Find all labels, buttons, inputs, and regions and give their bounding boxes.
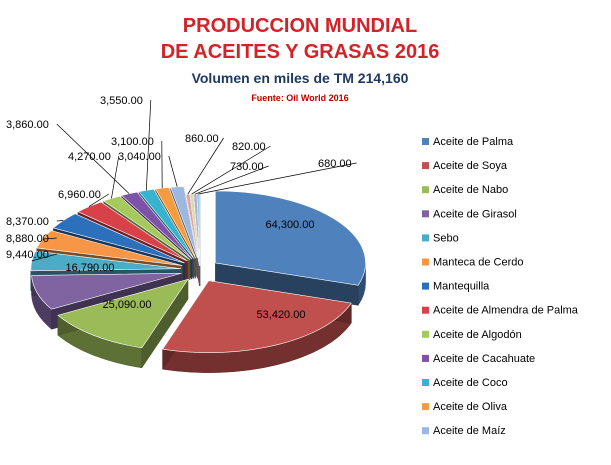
leader-line <box>111 155 120 199</box>
legend-item: Aceite de Soya <box>422 160 508 172</box>
leader-line <box>168 155 178 187</box>
legend-label: Aceite de Coco <box>433 377 508 389</box>
data-label: 4,270.00 <box>68 151 111 163</box>
legend-swatch <box>422 186 429 194</box>
legend-swatch <box>422 282 429 290</box>
legend-label: Aceite de Oliva <box>433 401 508 413</box>
legend-swatch <box>422 138 429 145</box>
legend-swatch <box>422 210 429 218</box>
chart-subtitle: Volumen en miles de TM 214,160 <box>192 70 409 86</box>
legend-label: Aceite de Nabo <box>433 184 508 196</box>
pie-slice <box>215 190 366 307</box>
legend-item: Aceite de Cacahuate <box>422 353 535 365</box>
chart-title-line1: PRODUCCION MUNDIAL <box>183 15 417 37</box>
legend-item: Aceite de Palma <box>422 136 514 148</box>
legend-swatch <box>422 354 429 362</box>
legend-swatch <box>422 427 429 435</box>
legend-swatch <box>422 234 429 242</box>
data-label: 25,090.00 <box>103 299 152 311</box>
data-label: 680.00 <box>318 158 352 170</box>
legend-swatch <box>422 379 429 386</box>
legend-swatch <box>422 162 429 170</box>
leader-line <box>187 137 224 195</box>
legend-label: Sebo <box>433 232 459 244</box>
data-label: 860.00 <box>185 133 219 145</box>
data-labels: 64,300.00 53,420.00 25,090.00 16,790.00 9,44… <box>6 95 352 321</box>
data-label: 64,300.00 <box>266 219 315 231</box>
data-label: 730.00 <box>230 161 264 173</box>
leader-line <box>31 253 57 262</box>
data-label: 3,860.00 <box>6 119 49 131</box>
data-label: 3,100.00 <box>111 136 154 148</box>
data-label: 3,550.00 <box>100 95 143 107</box>
legend-swatch <box>422 306 429 314</box>
legend-label: Mantequilla <box>433 281 490 293</box>
legend-item: Sebo <box>422 232 459 244</box>
legend-label: Aceite de Algodón <box>433 329 522 341</box>
legend-item: Aceite de Nabo <box>422 184 508 196</box>
legend-swatch <box>422 330 429 338</box>
data-label: 8,880.00 <box>6 233 49 245</box>
chart-title-line2: DE ACEITES Y GRASAS 2016 <box>161 41 440 63</box>
leader-line <box>56 123 130 194</box>
legend-item: Aceite de Girasol <box>422 208 517 220</box>
leader-line <box>42 237 57 240</box>
leader-line <box>198 162 357 195</box>
legend-item: Aceite de Algodón <box>422 329 522 341</box>
legend-label: Aceite de Cacahuate <box>433 353 535 365</box>
leader-line <box>195 165 269 195</box>
leader-line <box>88 193 109 207</box>
data-label: 53,420.00 <box>257 309 306 321</box>
legend-item: Aceite de Maíz <box>422 425 506 437</box>
pie-slice <box>162 279 352 373</box>
legend-label: Aceite de Soya <box>433 160 508 172</box>
data-label: 8,370.00 <box>6 216 49 228</box>
leader-line <box>191 145 271 195</box>
legend-item: Aceite de Almendra de Palma <box>422 305 579 317</box>
data-label: 16,790.00 <box>66 262 115 274</box>
legend-label: Aceite de Palma <box>433 136 514 148</box>
data-label: 6,960.00 <box>58 189 101 201</box>
legend-item: Aceite de Oliva <box>422 401 508 413</box>
chart-source: Fuente: Oil World 2016 <box>251 93 348 103</box>
legend: Aceite de Palma Aceite de Soya Aceite de N… <box>422 136 579 437</box>
data-label: 820.00 <box>232 141 266 153</box>
pie-slices <box>30 186 366 373</box>
leader-line <box>56 220 64 222</box>
legend-swatch <box>422 403 429 411</box>
leader-lines <box>31 99 357 262</box>
data-label: 3,040.00 <box>118 151 161 163</box>
legend-item: Mantequilla <box>422 281 490 293</box>
legend-label: Aceite de Maíz <box>433 425 506 437</box>
legend-item: Aceite de Coco <box>422 377 508 389</box>
legend-label: Manteca de Cerdo <box>433 257 524 269</box>
pie-slice <box>57 278 189 369</box>
legend-label: Aceite de Girasol <box>433 208 517 220</box>
legend-label: Aceite de Almendra de Palma <box>433 305 579 317</box>
legend-swatch <box>422 258 429 266</box>
leader-line <box>145 99 152 191</box>
data-label: 9,440.00 <box>6 249 49 261</box>
legend-item: Manteca de Cerdo <box>422 257 524 269</box>
